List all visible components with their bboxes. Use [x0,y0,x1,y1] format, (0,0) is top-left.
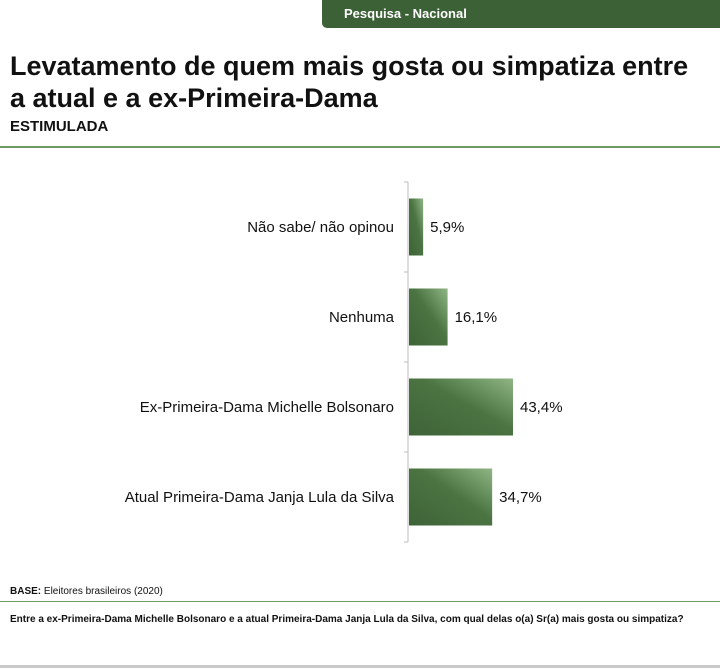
base-label: BASE: [10,586,42,597]
value-label: 16,1% [455,309,498,326]
bar [409,198,424,256]
bar [409,378,513,436]
category-label: Não sabe/ não opinou [247,219,394,236]
survey-tab-label: Pesquisa - Nacional [344,6,467,21]
value-label: 43,4% [520,399,563,416]
footer-divider [0,601,720,602]
survey-question: Entre a ex-Primeira-Dama Michelle Bolson… [10,614,684,625]
header-divider [0,146,720,148]
base-note: BASE: Eleitores brasileiros (2020) [10,586,163,597]
survey-tab: Pesquisa - Nacional [322,0,720,28]
bar-chart: Não sabe/ não opinou 5,9% Nenhuma 16,1% Ex-P… [125,181,563,543]
value-label: 34,7% [499,489,542,506]
category-label: Nenhuma [329,309,395,326]
base-text: Eleitores brasileiros (2020) [43,586,163,597]
page-title: Levatamento de quem mais gosta ou simpat… [10,51,689,113]
page-subtitle: ESTIMULADA [10,118,109,135]
category-label: Atual Primeira-Dama Janja Lula da Silva [125,489,395,506]
bar [409,288,448,346]
bar [409,468,493,526]
bottom-divider [0,665,720,668]
value-label: 5,9% [430,219,464,236]
category-label: Ex-Primeira-Dama Michelle Bolsonaro [140,399,394,416]
